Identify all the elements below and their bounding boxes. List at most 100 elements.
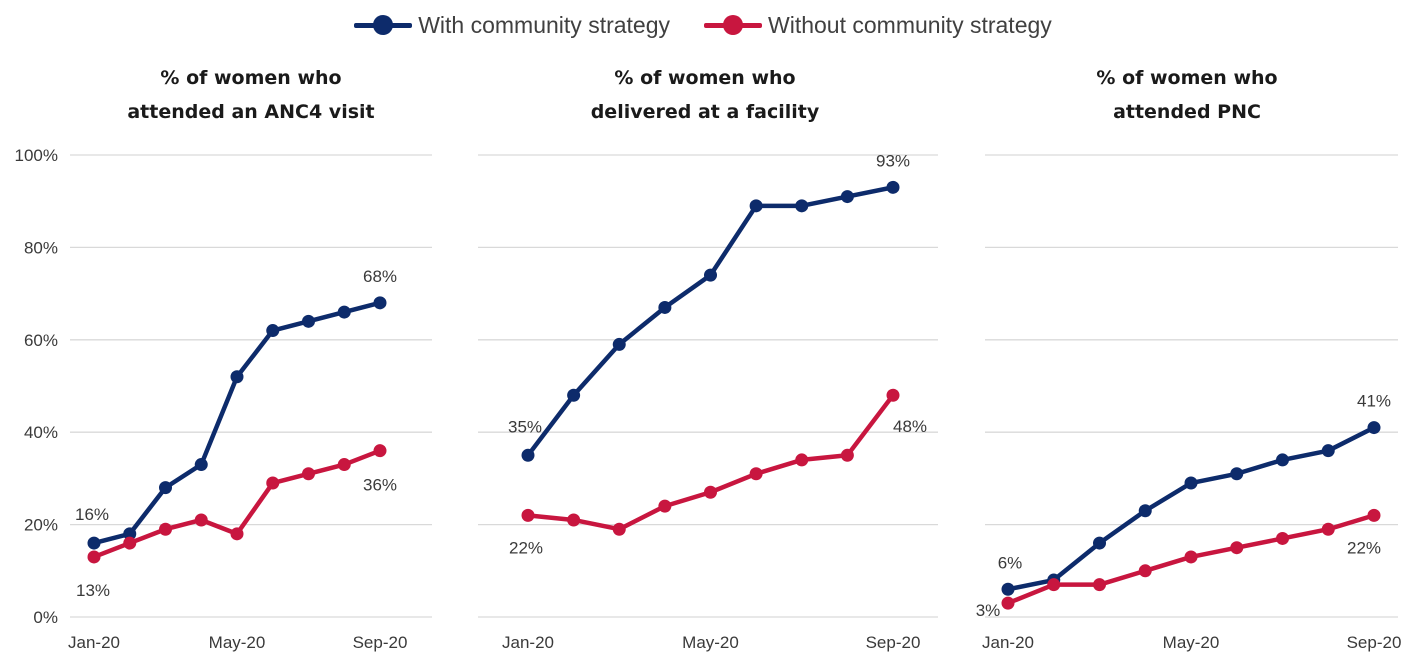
data-point-without <box>1367 508 1381 522</box>
y-tick-label: 60% <box>24 331 58 350</box>
data-point-without <box>1001 596 1015 610</box>
x-tick-label: May-20 <box>682 633 739 652</box>
data-label: 35% <box>508 417 542 436</box>
data-point-with <box>704 268 717 282</box>
data-point-with <box>266 324 280 338</box>
data-point-without <box>567 513 581 527</box>
chart-title-line: delivered at a facility <box>591 101 820 123</box>
x-tick-label: Jan-20 <box>68 633 120 652</box>
data-point-without <box>840 448 854 462</box>
series-line-without <box>525 392 896 532</box>
x-tick-label: Sep-20 <box>1347 633 1402 652</box>
x-tick-label: Sep-20 <box>353 633 408 652</box>
chart-panel-3: Jan-20 May-20 Sep-20 % of women who attended… <box>976 67 1402 652</box>
x-tick-label: Sep-20 <box>866 633 921 652</box>
series-line-with <box>1005 425 1377 592</box>
x-tick-label: May-20 <box>209 633 266 652</box>
data-label: 6% <box>998 553 1023 572</box>
data-point-with <box>886 180 900 194</box>
data-point-without <box>704 485 717 499</box>
legend-item-with: With community strategy <box>354 12 670 39</box>
data-point-with <box>159 481 172 495</box>
data-point-without <box>521 508 535 522</box>
data-point-without <box>159 522 172 536</box>
chart-title-line: % of women who <box>1096 67 1277 89</box>
data-point-with <box>1276 453 1289 467</box>
data-point-without <box>1093 578 1106 592</box>
data-point-with <box>658 300 672 314</box>
data-point-with <box>87 536 101 550</box>
data-point-without <box>266 476 280 490</box>
data-point-without <box>123 536 137 550</box>
data-point-with <box>567 388 581 402</box>
series-line-with <box>91 300 383 546</box>
data-point-without <box>87 550 101 564</box>
data-point-with <box>337 305 351 319</box>
data-point-with <box>1230 467 1244 481</box>
data-point-without <box>1047 578 1061 592</box>
data-label: 3% <box>976 601 1001 620</box>
data-point-with <box>123 527 137 541</box>
x-tick-label: Jan-20 <box>502 633 554 652</box>
data-point-with <box>1138 504 1152 518</box>
data-point-with <box>795 199 809 213</box>
chart-panel-2: Jan-20 May-20 Sep-20 % of women who delivere… <box>478 67 938 652</box>
data-label: 93% <box>876 151 910 170</box>
y-tick-label: 100% <box>15 146 58 165</box>
chart-panel-1: 0% 20% 40% 60% 80% 100% Jan-20 May-20 Sep-20 % of… <box>15 67 432 652</box>
data-label: 48% <box>893 417 927 436</box>
data-label: 16% <box>75 505 109 524</box>
data-label: 68% <box>363 267 397 286</box>
data-point-without <box>886 388 900 402</box>
data-label: 22% <box>1347 538 1381 557</box>
data-point-without <box>1276 531 1289 545</box>
data-point-without <box>230 527 244 541</box>
y-tick-label: 20% <box>24 516 58 535</box>
legend: With community strategy Without communit… <box>0 8 1406 42</box>
data-point-without <box>1230 541 1244 555</box>
data-point-with <box>1184 476 1198 490</box>
data-point-with <box>521 448 535 462</box>
data-point-without <box>658 499 672 513</box>
data-point-without <box>1321 522 1335 536</box>
data-point-with <box>194 458 208 472</box>
data-point-with <box>302 314 315 328</box>
legend-swatch-with <box>354 15 413 35</box>
data-point-with <box>373 296 387 310</box>
series-line-with <box>525 185 896 458</box>
legend-item-without: Without community strategy <box>704 12 1052 39</box>
data-point-with <box>1093 536 1106 550</box>
chart-title-line: % of women who <box>160 67 341 89</box>
data-point-without <box>1138 564 1152 578</box>
legend-label-without: Without community strategy <box>768 11 1052 38</box>
data-point-with <box>749 199 763 213</box>
chart-title-line: % of women who <box>614 67 795 89</box>
legend-label-with: With community strategy <box>418 11 671 38</box>
data-point-with <box>612 337 626 351</box>
data-point-without <box>194 513 208 527</box>
data-label: 13% <box>76 581 110 600</box>
data-point-with <box>1321 444 1335 458</box>
y-tick-label: 80% <box>24 238 58 257</box>
x-tick-label: Jan-20 <box>982 633 1034 652</box>
y-tick-label: 0% <box>33 608 58 627</box>
data-point-without <box>1184 550 1198 564</box>
data-point-without <box>795 453 809 467</box>
chart-title-line: attended PNC <box>1113 101 1261 123</box>
data-point-without <box>302 467 315 481</box>
data-point-without <box>612 522 626 536</box>
data-label: 22% <box>509 538 543 557</box>
chart-title-line: attended an ANC4 visit <box>127 101 374 123</box>
data-point-with <box>230 370 244 384</box>
y-tick-label: 40% <box>24 423 58 442</box>
x-tick-label: May-20 <box>1163 633 1220 652</box>
data-point-without <box>373 444 387 458</box>
data-point-without <box>337 458 351 472</box>
data-point-with <box>1367 421 1381 435</box>
data-label: 36% <box>363 476 397 495</box>
data-point-without <box>749 467 763 481</box>
data-point-with <box>1001 582 1015 596</box>
data-point-with <box>840 190 854 204</box>
data-label: 41% <box>1357 392 1391 411</box>
